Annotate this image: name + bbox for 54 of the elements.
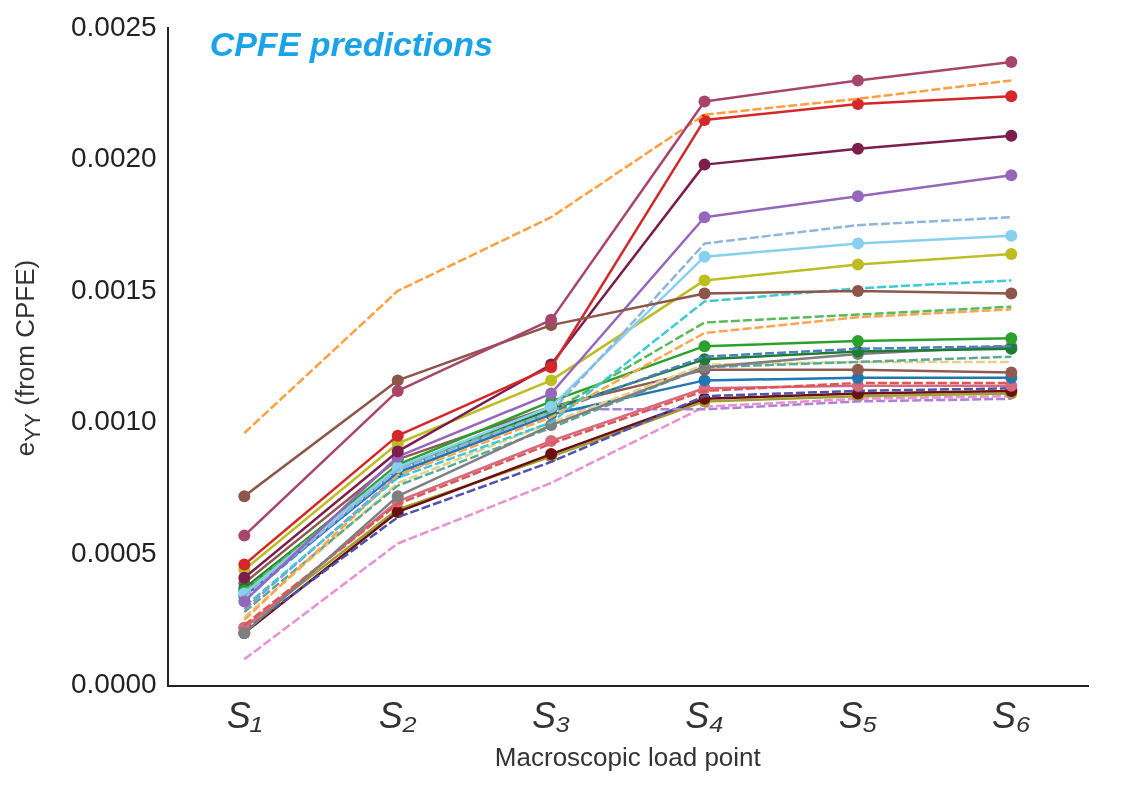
x-tick-label: S₂ (378, 695, 417, 737)
point (851, 74, 864, 87)
point (1005, 366, 1018, 379)
point (391, 384, 404, 397)
point (851, 98, 864, 111)
point (851, 363, 864, 376)
chart-title: CPFE predictions (209, 25, 494, 64)
point (238, 490, 251, 503)
point (851, 237, 864, 250)
point (545, 313, 558, 326)
point (851, 142, 864, 155)
y-tick-label: 0.0005 (71, 536, 157, 568)
point (391, 490, 404, 503)
point (238, 571, 251, 584)
x-tick-label: S₆ (992, 695, 1032, 737)
point (851, 334, 864, 347)
point (698, 250, 711, 263)
point (1005, 169, 1018, 182)
point (1005, 129, 1018, 142)
x-tick-label: S₃ (531, 695, 571, 737)
point (851, 190, 864, 203)
point (851, 284, 864, 297)
point (698, 95, 711, 108)
y-tick-label: 0.0020 (71, 142, 157, 174)
point (698, 274, 711, 287)
point (698, 287, 711, 300)
point (1005, 56, 1018, 69)
x-tick-label: S₅ (838, 695, 878, 737)
point (1005, 332, 1018, 345)
point (1005, 287, 1018, 300)
point (851, 258, 864, 271)
y-tick-label: 0.0010 (71, 405, 157, 437)
x-tick-label: S₄ (685, 695, 724, 737)
point (391, 445, 404, 458)
x-axis-title: Macroscopic load point (494, 741, 762, 772)
point (698, 158, 711, 171)
point (698, 374, 711, 387)
y-tick-label: 0.0025 (71, 10, 157, 42)
point (238, 595, 251, 608)
point (698, 340, 711, 353)
point (1005, 229, 1018, 242)
x-tick-label: S₁ (226, 695, 263, 737)
y-tick-label: 0.0015 (71, 273, 157, 305)
point (698, 211, 711, 224)
line-series (243, 79, 1013, 435)
point (391, 429, 404, 442)
point (545, 387, 558, 400)
point (238, 558, 251, 571)
point (391, 374, 404, 387)
point (545, 374, 558, 387)
point (1005, 90, 1018, 103)
point (238, 529, 251, 542)
y-tick-label: 0.0000 (71, 668, 157, 700)
point (1005, 248, 1018, 261)
